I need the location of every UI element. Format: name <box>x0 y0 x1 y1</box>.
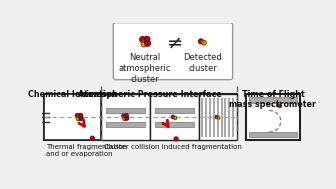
Bar <box>44 94 101 140</box>
Text: Chemical Ionization: Chemical Ionization <box>28 90 117 99</box>
Circle shape <box>123 117 126 121</box>
Bar <box>199 94 237 140</box>
Text: Time of Flight
mass spectrometer: Time of Flight mass spectrometer <box>229 90 317 109</box>
Circle shape <box>125 114 128 117</box>
Circle shape <box>141 41 147 47</box>
Circle shape <box>28 114 32 118</box>
Circle shape <box>279 105 282 108</box>
Bar <box>155 122 194 127</box>
Bar <box>106 108 145 113</box>
Circle shape <box>202 40 206 45</box>
Bar <box>155 108 194 113</box>
Bar <box>101 94 150 140</box>
Bar <box>106 122 145 127</box>
Circle shape <box>32 116 36 120</box>
Circle shape <box>79 113 83 118</box>
Circle shape <box>122 114 126 118</box>
Text: Cluster collision induced fragmentation: Cluster collision induced fragmentation <box>104 144 242 149</box>
Bar <box>150 94 199 140</box>
Circle shape <box>29 117 33 121</box>
Bar <box>246 94 300 140</box>
Text: Neutral
atmospheric
cluster: Neutral atmospheric cluster <box>119 53 171 84</box>
Circle shape <box>173 116 177 120</box>
Bar <box>249 132 297 137</box>
Text: Detected
cluster: Detected cluster <box>183 53 222 73</box>
Circle shape <box>215 116 218 119</box>
Circle shape <box>76 114 80 118</box>
Text: $\neq$: $\neq$ <box>163 34 183 53</box>
Circle shape <box>31 113 35 118</box>
Text: Thermal fragmentation
and or evaporation: Thermal fragmentation and or evaporation <box>46 144 127 157</box>
Circle shape <box>217 116 220 119</box>
Circle shape <box>174 137 178 141</box>
Circle shape <box>90 136 94 140</box>
Circle shape <box>125 116 129 120</box>
Circle shape <box>79 116 83 120</box>
Circle shape <box>145 40 150 46</box>
Circle shape <box>144 36 150 42</box>
Circle shape <box>76 117 80 121</box>
Circle shape <box>140 37 145 42</box>
Text: Atmospheric Pressure Interface: Atmospheric Pressure Interface <box>78 90 222 99</box>
Bar <box>249 97 297 103</box>
Circle shape <box>199 39 203 44</box>
Circle shape <box>277 104 280 107</box>
Bar <box>44 94 237 140</box>
Circle shape <box>171 115 175 119</box>
FancyBboxPatch shape <box>113 23 233 80</box>
